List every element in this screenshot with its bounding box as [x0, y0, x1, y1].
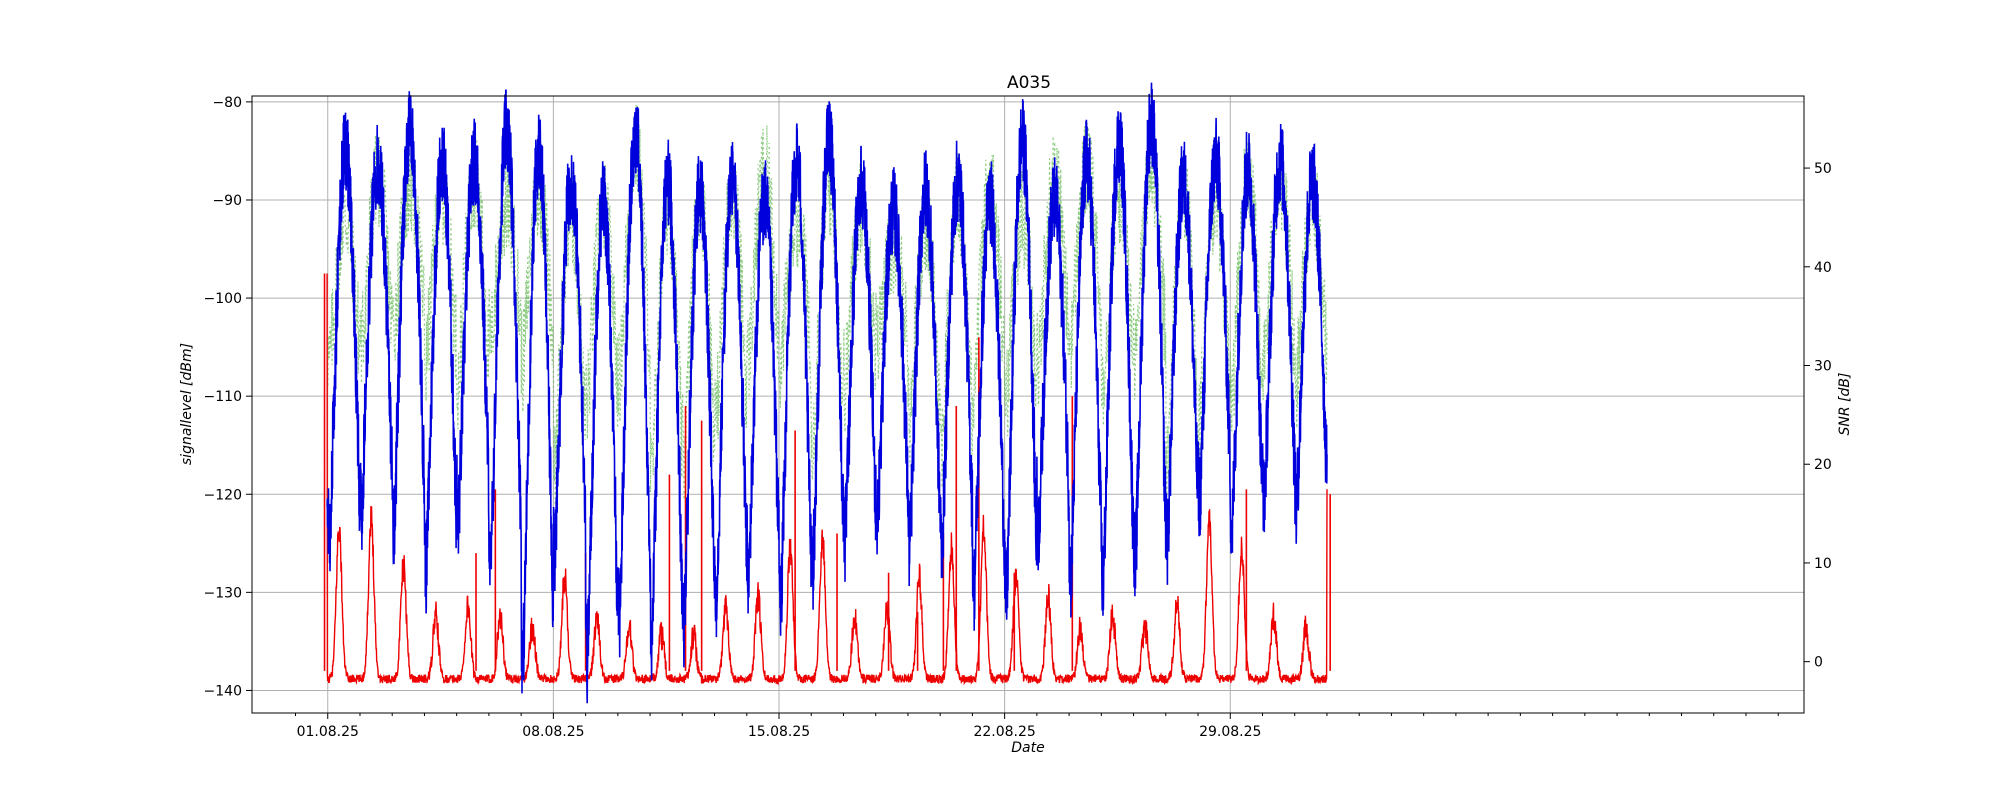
right-y-axis: 0 10 20 30 40 50 — [1804, 161, 1832, 671]
right-tick-label: 50 — [1814, 161, 1832, 177]
right-y-axis-label: SNR [dB] — [1837, 373, 1853, 436]
x-tick-label: 01.08.25 — [297, 724, 359, 740]
snr-series-line — [326, 104, 1328, 506]
series-layer — [323, 82, 1331, 704]
x-tick-label: 15.08.25 — [748, 724, 810, 740]
left-y-axis-label: signallevel [dBm] — [179, 343, 195, 465]
x-tick-label: 08.08.25 — [522, 724, 584, 740]
noise-series-line — [326, 273, 1328, 686]
left-tick-label: −90 — [212, 193, 242, 209]
x-axis-label: Date — [1011, 740, 1044, 756]
right-tick-label: 20 — [1814, 457, 1832, 473]
plot-frame — [251, 95, 1805, 714]
x-axis: 01.08.25 08.08.25 15.08.25 22.08.25 29.08.25 — [295, 713, 1779, 740]
x-tick-label: 22.08.25 — [973, 724, 1035, 740]
right-tick-label: 40 — [1814, 260, 1832, 276]
chart-title: A035 — [1007, 73, 1051, 93]
x-tick-label: 29.08.25 — [1199, 724, 1261, 740]
left-tick-label: −140 — [204, 683, 242, 699]
right-tick-label: 10 — [1814, 556, 1832, 572]
right-tick-label: 30 — [1814, 359, 1832, 375]
left-tick-label: −110 — [204, 389, 242, 405]
left-tick-label: −100 — [204, 291, 242, 307]
right-tick-label: 0 — [1814, 655, 1823, 671]
left-tick-label: −80 — [212, 95, 242, 111]
signallevel-series-line — [326, 82, 1328, 704]
left-tick-label: −120 — [204, 487, 242, 503]
left-y-axis: −140 −130 −120 −110 −100 −90 −80 — [204, 95, 252, 699]
left-tick-label: −130 — [204, 585, 242, 601]
